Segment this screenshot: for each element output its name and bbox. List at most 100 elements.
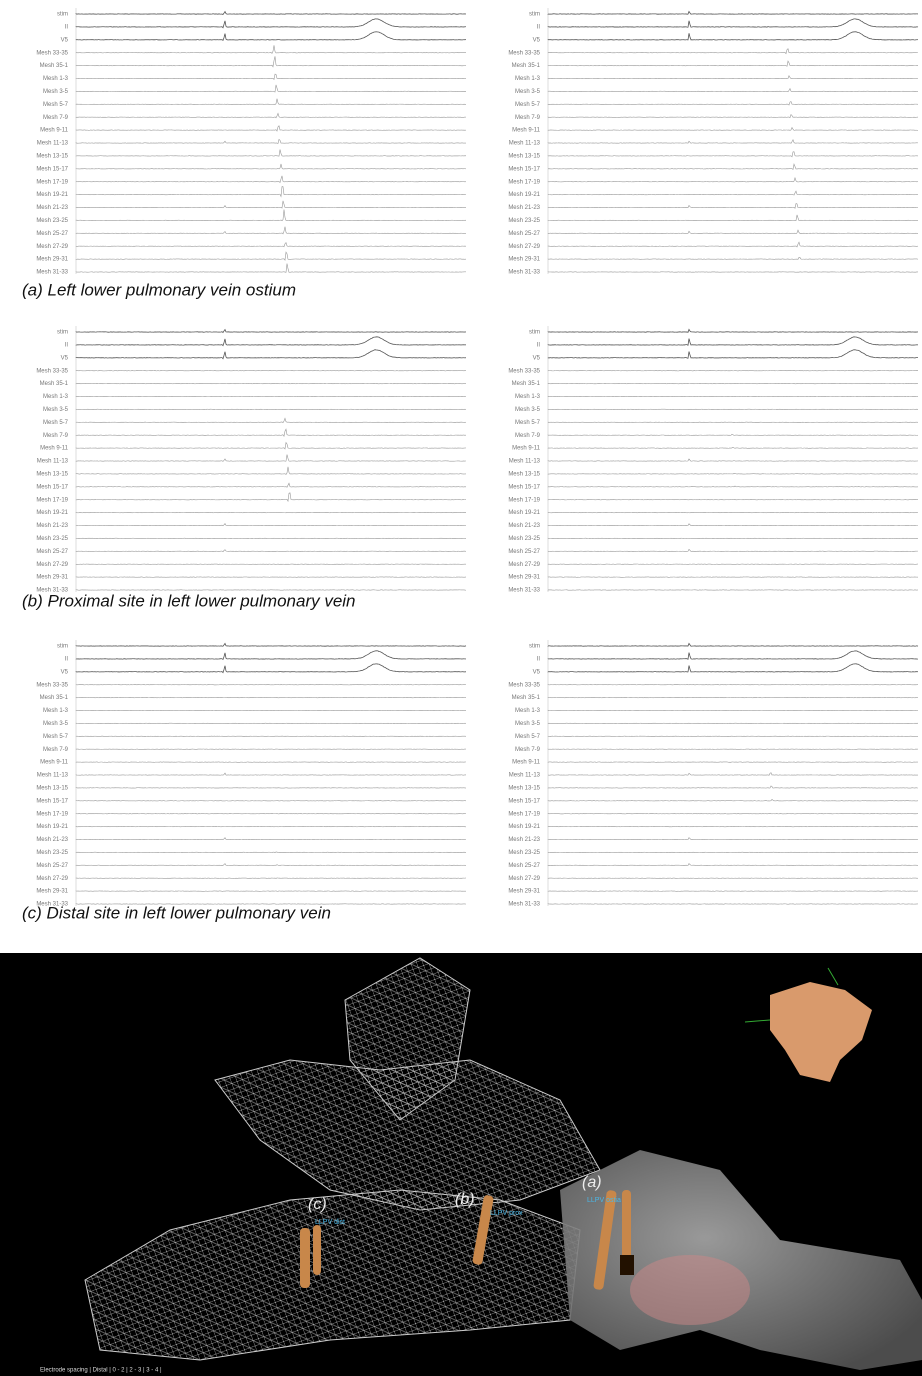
trace: [75, 441, 467, 450]
channel-label: Mesh 11-13: [37, 459, 69, 465]
channel-label: Mesh 29-31: [508, 575, 540, 581]
channel-label: Mesh 7-9: [43, 433, 69, 439]
channel-label: Mesh 1-3: [43, 394, 69, 400]
trace: [75, 138, 467, 144]
channel-label: Mesh 31-33: [36, 902, 68, 908]
channel-label: Mesh 9-11: [40, 760, 69, 766]
marker-label: (a): [582, 1174, 602, 1191]
channel-label: Mesh 17-19: [36, 179, 68, 185]
channel-label: II: [537, 24, 541, 30]
channel-label: Mesh 15-17: [36, 166, 68, 172]
trace: [547, 473, 919, 475]
channel-label: Mesh 3-5: [515, 721, 541, 727]
channel-label: Mesh 13-15: [508, 471, 540, 477]
trace: [75, 45, 467, 54]
channel-label: Mesh 21-23: [508, 523, 540, 529]
channel-label: stim: [57, 644, 68, 650]
channel-label: II: [65, 24, 69, 30]
trace: [75, 149, 467, 157]
trace: [547, 163, 919, 170]
channel-label: Mesh 27-29: [36, 876, 68, 882]
channel-label: Mesh 21-23: [508, 205, 540, 211]
channel-label: Mesh 13-15: [36, 471, 68, 477]
channel-label: Mesh 23-25: [36, 850, 68, 856]
trace: [75, 251, 467, 261]
trace: [547, 75, 919, 80]
trace: [75, 492, 467, 503]
channel-label: Mesh 23-25: [508, 850, 540, 856]
trace: [75, 84, 467, 93]
trace: [75, 837, 467, 841]
trace: [547, 785, 919, 789]
channel-label: Mesh 35-1: [512, 381, 541, 387]
channel-label: Mesh 35-1: [512, 63, 541, 69]
trace: [75, 482, 467, 488]
channel-label: stim: [57, 12, 68, 18]
channel-label: II: [65, 656, 69, 662]
trace: [75, 10, 467, 15]
trace: [75, 522, 467, 527]
trace: [547, 10, 919, 15]
channel-label: Mesh 33-35: [36, 50, 68, 56]
map-footer: Electrode spacing | Distal | 0 - 2 | 2 -…: [40, 1368, 162, 1374]
scar-region: [630, 1255, 750, 1325]
channel-label: Mesh 21-23: [36, 523, 68, 529]
channel-label: Mesh 5-7: [515, 734, 541, 740]
channel-label: Mesh 15-17: [36, 798, 68, 804]
channel-label: Mesh 11-13: [509, 141, 541, 147]
trace: [75, 466, 467, 475]
channel-label: Mesh 23-25: [508, 218, 540, 224]
catheter: [313, 1225, 321, 1275]
channel-label: Mesh 17-19: [508, 179, 540, 185]
channel-label: Mesh 21-23: [36, 205, 68, 211]
trace: [547, 114, 919, 119]
trace: [75, 328, 467, 334]
marker-label: (c): [308, 1196, 327, 1213]
channel-label: Mesh 25-27: [36, 231, 68, 237]
channel-label: Mesh 25-27: [508, 231, 540, 237]
channel-label: Mesh 11-13: [509, 459, 541, 465]
channel-label: Mesh 25-27: [36, 549, 68, 555]
trace: [547, 87, 919, 93]
channel-label: Mesh 19-21: [508, 510, 540, 516]
channel-label: Mesh 19-21: [36, 510, 68, 516]
trace: [75, 336, 467, 347]
channel-label: Mesh 13-15: [508, 785, 540, 791]
channel-label: Mesh 5-7: [43, 734, 69, 740]
marker-name: LLPV ostia: [587, 1197, 621, 1204]
channel-label: V5: [61, 355, 69, 361]
trace: [547, 31, 919, 41]
trace: [75, 200, 467, 209]
trace: [75, 663, 467, 674]
channel-label: Mesh 15-17: [508, 484, 540, 490]
channel-label: Mesh 21-23: [508, 837, 540, 843]
channel-label: stim: [529, 12, 540, 18]
channel-label: stim: [529, 330, 540, 336]
trace: [75, 454, 467, 462]
trace: [75, 241, 467, 248]
trace: [75, 226, 467, 235]
channel-label: V5: [61, 37, 69, 43]
trace: [547, 229, 919, 234]
marker-name: LLPV dist: [315, 1219, 345, 1226]
channel-label: Mesh 33-35: [36, 368, 68, 374]
channel-label: Mesh 15-17: [508, 798, 540, 804]
channel-label: Mesh 7-9: [43, 747, 69, 753]
channel-label: Mesh 31-33: [508, 270, 540, 276]
channel-label: Mesh 31-33: [36, 588, 68, 594]
channel-label: Mesh 3-5: [515, 407, 541, 413]
trace: [547, 190, 919, 196]
trace: [75, 56, 467, 68]
channel-label: Mesh 33-35: [36, 682, 68, 688]
channel-label: Mesh 33-35: [508, 368, 540, 374]
channel-label: Mesh 9-11: [512, 128, 541, 134]
channel-label: Mesh 11-13: [37, 773, 69, 779]
catheters: [300, 1190, 634, 1290]
channel-label: Mesh 31-33: [36, 270, 68, 276]
channel-label: Mesh 35-1: [40, 695, 69, 701]
channel-label: Mesh 5-7: [515, 102, 541, 108]
trace: [547, 126, 919, 131]
channel-label: Mesh 1-3: [43, 76, 69, 82]
channel-label: Mesh 25-27: [508, 549, 540, 555]
